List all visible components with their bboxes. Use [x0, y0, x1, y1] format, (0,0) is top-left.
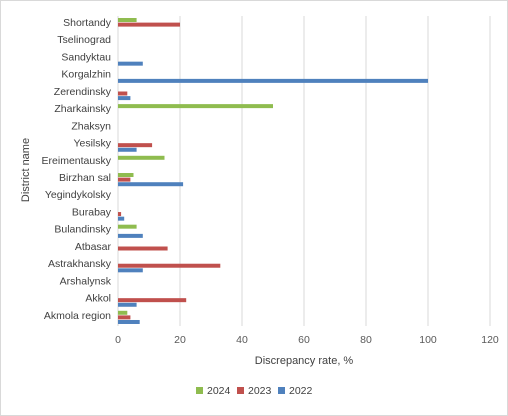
- x-tick-label: 100: [419, 334, 437, 346]
- category-label: Korgalzhin: [61, 69, 111, 81]
- bar-2022-birzhan-sal: [118, 182, 184, 187]
- bar-2024-zharkainsky: [118, 104, 273, 109]
- bar-2022-astrakhansky: [118, 268, 143, 273]
- category-label: Birzhan sal: [59, 172, 111, 184]
- bar-2023-astrakhansky: [118, 263, 221, 268]
- x-tick-label: 120: [481, 334, 499, 346]
- bar-2023-akkol: [118, 298, 187, 303]
- bar-2022-burabay: [118, 216, 125, 221]
- bar-2024-bulandinsky: [118, 224, 137, 229]
- x-tick-label: 20: [174, 334, 186, 346]
- legend-label-2023: 2023: [248, 385, 272, 397]
- category-label: Arshalynsk: [60, 275, 112, 287]
- bar-2023-yesilsky: [118, 143, 153, 148]
- bar-2022-bulandinsky: [118, 233, 143, 238]
- category-label: Bulandinsky: [54, 224, 111, 236]
- bar-2022-sandyktau: [118, 61, 143, 66]
- category-label: Sandyktau: [61, 51, 111, 63]
- category-label: Burabay: [72, 206, 112, 218]
- legend-swatch-2022: [278, 387, 285, 394]
- bar-2023-atbasar: [118, 246, 168, 251]
- category-labels: Shortandy Tselinograd Sandyktau Korgalzhin Z…: [42, 17, 112, 322]
- gridlines: [117, 16, 491, 326]
- category-label: Akkol: [85, 293, 111, 305]
- bar-2024-akmola-region: [118, 310, 128, 315]
- bar-2022-akkol: [118, 302, 137, 307]
- x-tick-label: 0: [115, 334, 121, 346]
- legend: 2024 2023 2022: [196, 385, 313, 397]
- category-label: Shortandy: [63, 17, 112, 29]
- category-label: Akmola region: [44, 310, 111, 322]
- bar-2024-shortandy: [118, 18, 137, 23]
- category-label: Yesilsky: [73, 138, 111, 150]
- legend-label-2022: 2022: [289, 385, 313, 397]
- bar-2022-zerendinsky: [118, 96, 131, 101]
- legend-label-2024: 2024: [207, 385, 231, 397]
- x-axis-title: Discrepancy rate, %: [255, 355, 354, 367]
- bar-2024-birzhan-sal: [118, 173, 134, 178]
- bar-2022-yesilsky: [118, 147, 137, 152]
- category-label: Astrakhansky: [48, 258, 112, 270]
- bar-2023-birzhan-sal: [118, 177, 131, 182]
- legend-swatch-2023: [237, 387, 244, 394]
- bar-2023-akmola-region: [118, 315, 131, 320]
- bar-2024-ereimentausky: [118, 155, 165, 160]
- bar-2023-zerendinsky: [118, 91, 128, 96]
- bars: [118, 18, 428, 324]
- bar-2022-korgalzhin: [118, 78, 428, 83]
- bar-2023-shortandy: [118, 22, 180, 27]
- category-label: Atbasar: [75, 241, 112, 253]
- category-label: Tselinograd: [57, 34, 111, 46]
- category-label: Ereimentausky: [42, 155, 112, 167]
- bar-2023-burabay: [118, 212, 122, 217]
- category-label: Yegindykolsky: [45, 189, 112, 201]
- category-label: Zerendinsky: [54, 86, 112, 98]
- x-tick-label: 40: [236, 334, 248, 346]
- legend-swatch-2024: [196, 387, 203, 394]
- x-tick-label: 60: [298, 334, 310, 346]
- category-label: Zhaksyn: [71, 120, 111, 132]
- x-tick-labels: 0 20 40 60 80 100 120: [115, 334, 499, 346]
- bar-2022-akmola-region: [118, 319, 140, 324]
- category-label: Zharkainsky: [54, 103, 111, 115]
- x-tick-label: 80: [360, 334, 372, 346]
- y-axis-title: District name: [20, 138, 32, 202]
